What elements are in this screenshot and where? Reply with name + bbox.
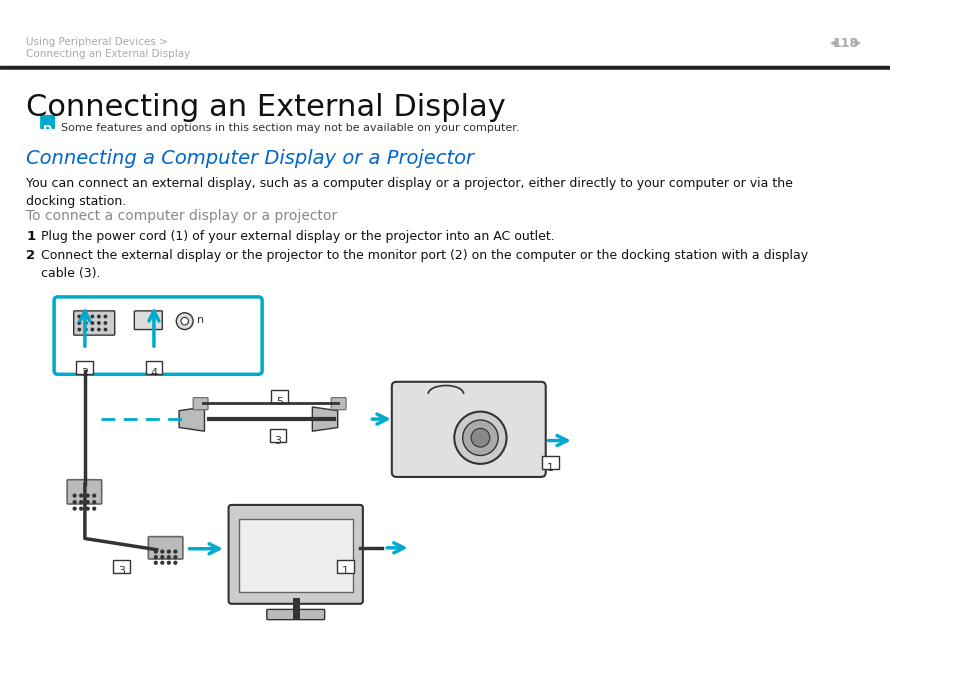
FancyBboxPatch shape (392, 381, 545, 477)
Circle shape (73, 501, 76, 503)
Text: 118: 118 (831, 36, 858, 50)
Text: 1: 1 (341, 566, 348, 576)
FancyBboxPatch shape (73, 311, 114, 335)
Circle shape (78, 328, 80, 331)
FancyBboxPatch shape (146, 361, 162, 374)
Circle shape (173, 561, 176, 564)
Circle shape (104, 321, 107, 324)
Polygon shape (179, 407, 204, 431)
Circle shape (168, 561, 170, 564)
FancyBboxPatch shape (76, 361, 93, 374)
Circle shape (86, 494, 89, 497)
Circle shape (92, 494, 95, 497)
Circle shape (161, 561, 164, 564)
Polygon shape (312, 407, 337, 431)
Text: Connect the external display or the projector to the monitor port (2) on the com: Connect the external display or the proj… (41, 249, 807, 280)
FancyBboxPatch shape (270, 429, 286, 442)
Circle shape (161, 550, 164, 553)
Circle shape (80, 494, 83, 497)
Text: 2: 2 (26, 249, 35, 262)
Text: Connecting an External Display: Connecting an External Display (26, 49, 191, 59)
Text: 2: 2 (81, 368, 89, 378)
Circle shape (173, 550, 176, 553)
Text: To connect a computer display or a projector: To connect a computer display or a proje… (26, 209, 337, 223)
FancyBboxPatch shape (272, 390, 288, 403)
Circle shape (78, 321, 80, 324)
Circle shape (154, 550, 157, 553)
Circle shape (104, 328, 107, 331)
Circle shape (73, 494, 76, 497)
Text: Using Peripheral Devices >: Using Peripheral Devices > (26, 36, 168, 47)
Circle shape (173, 556, 176, 559)
Circle shape (97, 321, 100, 324)
FancyBboxPatch shape (148, 537, 183, 559)
Circle shape (91, 328, 93, 331)
Circle shape (454, 412, 506, 464)
Circle shape (181, 317, 189, 325)
Circle shape (73, 508, 76, 510)
Circle shape (86, 501, 89, 503)
FancyBboxPatch shape (238, 519, 353, 592)
Text: Connecting a Computer Display or a Projector: Connecting a Computer Display or a Proje… (26, 148, 474, 168)
Text: p: p (43, 123, 52, 135)
Circle shape (80, 508, 83, 510)
Text: You can connect an external display, such as a computer display or a projector, : You can connect an external display, suc… (26, 177, 792, 208)
Circle shape (168, 556, 170, 559)
Text: Plug the power cord (1) of your external display or the projector into an AC out: Plug the power cord (1) of your external… (41, 230, 555, 243)
Circle shape (85, 321, 87, 324)
Text: 3: 3 (117, 566, 125, 576)
Circle shape (471, 429, 489, 447)
FancyBboxPatch shape (134, 311, 162, 330)
Text: Some features and options in this section may not be available on your computer.: Some features and options in this sectio… (61, 123, 518, 133)
Circle shape (80, 501, 83, 503)
Circle shape (92, 508, 95, 510)
Circle shape (78, 315, 80, 317)
Polygon shape (854, 39, 861, 47)
Text: 1: 1 (26, 230, 35, 243)
Circle shape (91, 321, 93, 324)
Text: 3: 3 (274, 436, 281, 446)
FancyBboxPatch shape (193, 398, 208, 410)
Circle shape (91, 315, 93, 317)
Circle shape (97, 328, 100, 331)
Circle shape (86, 508, 89, 510)
FancyBboxPatch shape (541, 456, 558, 470)
Text: n: n (196, 315, 204, 326)
Circle shape (85, 315, 87, 317)
Circle shape (154, 561, 157, 564)
Polygon shape (829, 39, 836, 47)
Circle shape (161, 556, 164, 559)
Text: Connecting an External Display: Connecting an External Display (26, 92, 505, 121)
FancyBboxPatch shape (40, 115, 55, 129)
Circle shape (97, 315, 100, 317)
Circle shape (168, 550, 170, 553)
Circle shape (176, 313, 193, 330)
Circle shape (92, 501, 95, 503)
Text: 1: 1 (546, 463, 554, 473)
FancyBboxPatch shape (331, 398, 346, 410)
FancyBboxPatch shape (267, 609, 324, 619)
FancyBboxPatch shape (67, 480, 102, 504)
Circle shape (85, 328, 87, 331)
FancyBboxPatch shape (336, 560, 354, 573)
FancyBboxPatch shape (229, 505, 362, 604)
Circle shape (154, 556, 157, 559)
Circle shape (462, 420, 497, 456)
Circle shape (104, 315, 107, 317)
FancyBboxPatch shape (112, 560, 130, 573)
Text: 5: 5 (276, 397, 283, 406)
Text: 4: 4 (151, 368, 157, 378)
